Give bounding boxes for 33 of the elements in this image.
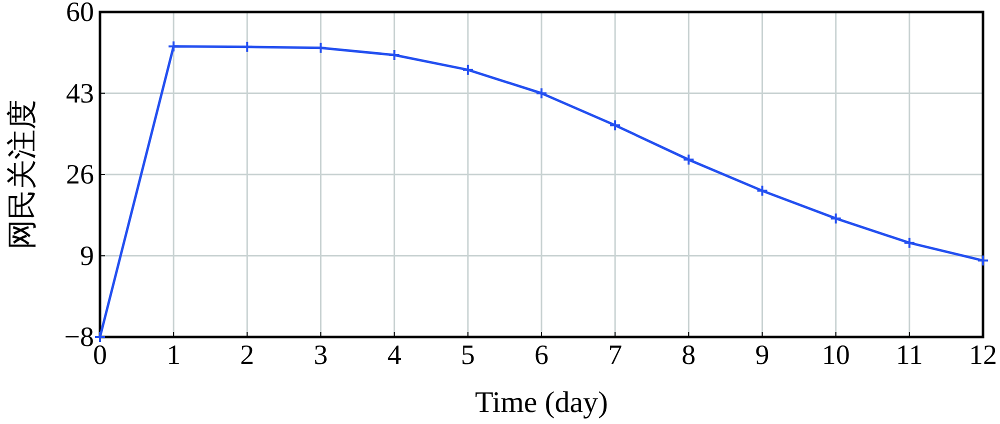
x-tick-label: 0 — [93, 340, 107, 371]
y-tick-label: 43 — [66, 78, 94, 110]
x-tick-label: 10 — [822, 340, 850, 371]
x-tick-label: 2 — [240, 340, 254, 371]
x-tick-label: 4 — [387, 340, 402, 371]
x-tick-label: 9 — [755, 340, 770, 371]
x-tick-label: 7 — [608, 340, 622, 371]
point — [388, 49, 400, 62]
y-tick-label: 26 — [66, 160, 94, 190]
point — [682, 154, 695, 166]
x-tick-label: 3 — [314, 340, 328, 371]
y-tick-label: 60 — [66, 0, 94, 28]
y-axis-title: 网民关注度 — [6, 100, 39, 250]
y-tick-label: −8 — [64, 322, 94, 353]
x-axis-title: Time (day) — [474, 386, 608, 419]
point — [462, 64, 474, 76]
point — [314, 42, 327, 54]
point — [756, 184, 768, 197]
x-tick-label: 6 — [534, 340, 548, 371]
point — [94, 331, 106, 343]
point — [536, 87, 548, 100]
x-tick-label: 5 — [460, 340, 475, 371]
x-tick-label: 8 — [682, 340, 696, 371]
y-tick-label: 9 — [80, 240, 94, 272]
point — [903, 236, 916, 249]
x-tick-label: 11 — [896, 340, 923, 371]
point — [241, 40, 254, 53]
point — [977, 254, 989, 267]
x-tick-label: 12 — [969, 340, 997, 371]
x-tick-label: 1 — [166, 340, 181, 371]
point — [830, 212, 842, 224]
point — [168, 40, 180, 52]
point — [609, 119, 622, 132]
